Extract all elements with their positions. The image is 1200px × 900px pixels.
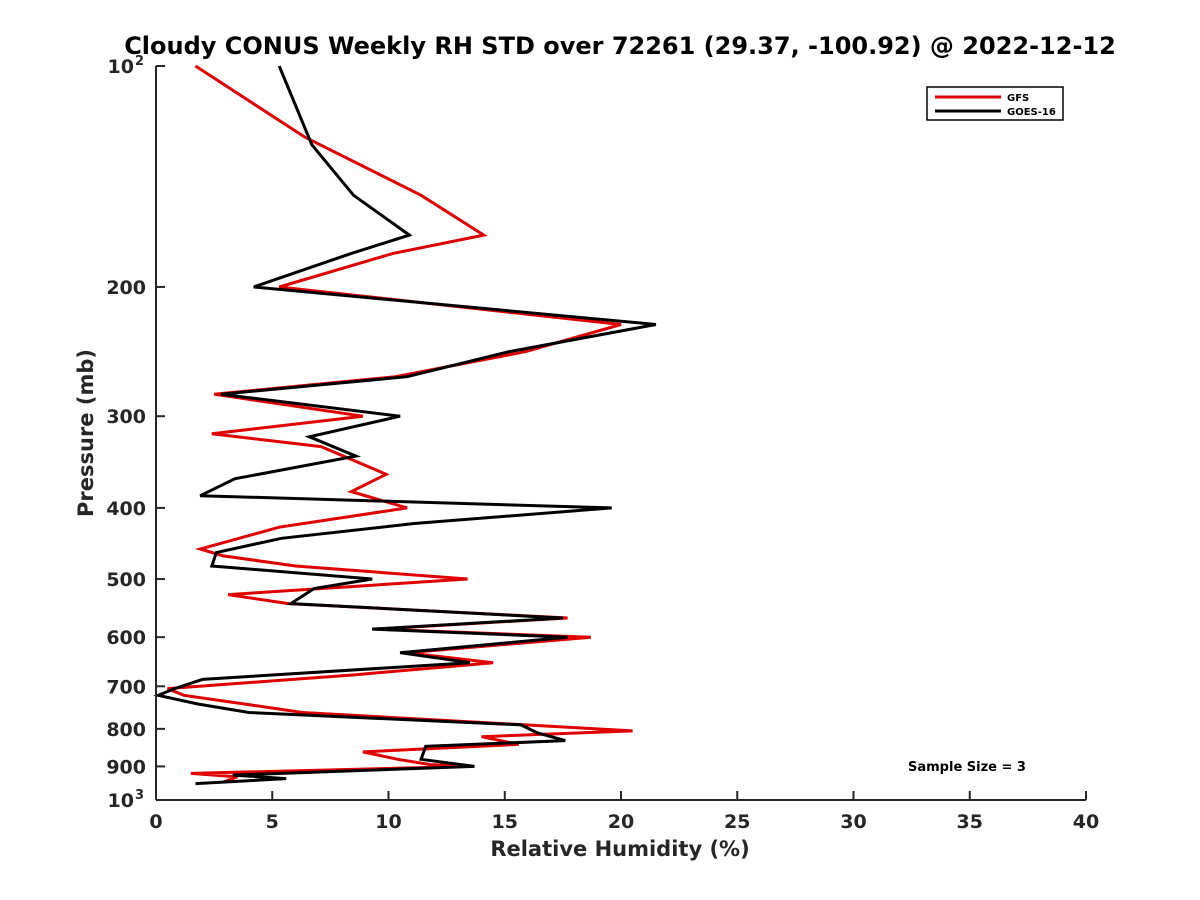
x-tick-label: 30 xyxy=(840,811,866,833)
y-tick-exponent: 3 xyxy=(135,788,144,803)
legend-box xyxy=(926,86,1064,121)
legend-entry-label: GFS xyxy=(1007,93,1029,104)
x-tick-label: 40 xyxy=(1073,811,1099,833)
y-tick-label: 300 xyxy=(106,406,146,428)
y-tick-label: 600 xyxy=(106,627,146,649)
sample-size-annotation: Sample Size = 3 xyxy=(908,760,1026,775)
y-axis-label: Pressure (mb) xyxy=(74,349,98,517)
y-tick-label: 800 xyxy=(106,719,146,741)
y-tick-label: 10 xyxy=(108,790,134,812)
legend: GFS GOES-16 xyxy=(926,86,1064,121)
legend-entry-label: GOES-16 xyxy=(1007,107,1056,118)
x-tick-label: 15 xyxy=(492,811,518,833)
x-tick-label: 35 xyxy=(957,811,983,833)
x-tick-label: 10 xyxy=(375,811,401,833)
x-tick-label: 5 xyxy=(266,811,279,833)
x-tick-label: 20 xyxy=(608,811,634,833)
x-axis-label: Relative Humidity (%) xyxy=(490,837,749,861)
y-tick-label: 200 xyxy=(106,277,146,299)
y-tick-label: 10 xyxy=(108,56,134,78)
series-line-goes-16 xyxy=(153,65,657,786)
x-tick-label: 0 xyxy=(149,811,162,833)
y-tick-label: 500 xyxy=(106,569,146,591)
x-tick-label: 25 xyxy=(724,811,750,833)
series-layer xyxy=(153,64,657,786)
y-tick-label: 400 xyxy=(106,498,146,520)
y-tick-label: 700 xyxy=(106,676,146,698)
y-tick-label: 900 xyxy=(106,756,146,778)
chart-title: Cloudy CONUS Weekly RH STD over 72261 (2… xyxy=(124,32,1116,60)
y-tick-exponent: 2 xyxy=(135,54,144,69)
